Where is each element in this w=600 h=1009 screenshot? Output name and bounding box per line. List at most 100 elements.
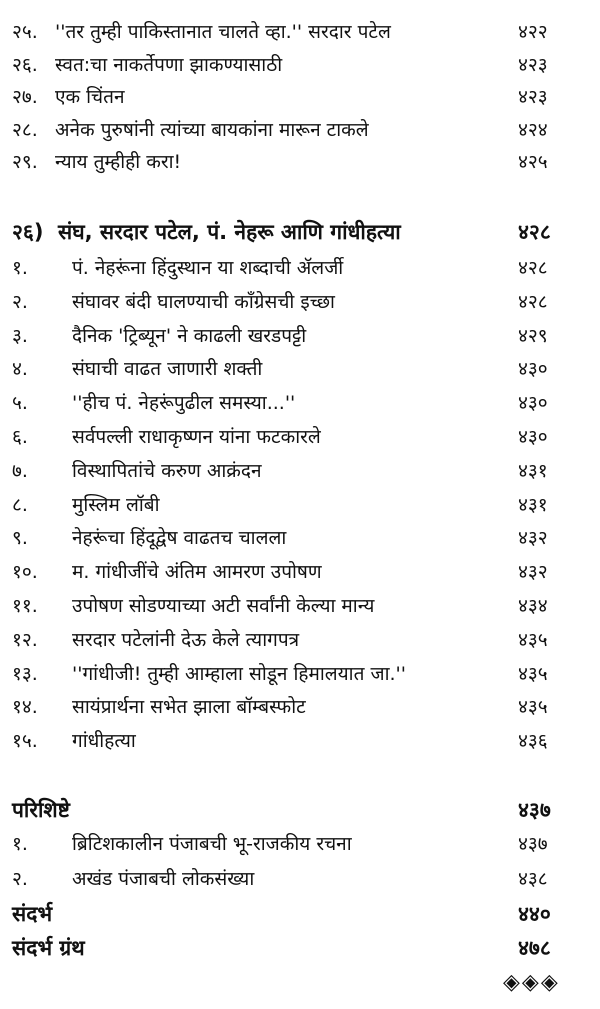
toc-page: ४३० <box>518 392 548 415</box>
toc-entry: १. ब्रिटिशकालीन पंजाबची भू-राजकीय रचना ४३७ <box>0 828 600 860</box>
toc-num: ७. <box>12 459 28 482</box>
toc-title: सरदार पटेलांनी देऊ केले त्यागपत्र <box>72 628 300 651</box>
toc-entry: २. संघावर बंदी घालण्याची काँग्रेसची इच्छा… <box>0 286 600 318</box>
toc-title: परिशिष्टे <box>12 798 70 822</box>
toc-num: १२. <box>12 628 38 651</box>
toc-page: ४३५ <box>518 628 548 651</box>
toc-page: ४२२ <box>518 21 548 43</box>
toc-entry: ६. सर्वपल्ली राधाकृष्णन यांना फटकारले ४३० <box>0 421 600 453</box>
references-heading: संदर्भ ४४० <box>0 898 600 930</box>
toc-num: २. <box>12 868 28 890</box>
toc-num: ३. <box>12 324 28 347</box>
toc-page: ४३६ <box>518 730 548 753</box>
toc-entry: ११. उपोषण सोडण्याच्या अटी सर्वांनी केल्या… <box>0 590 600 622</box>
toc-title: पं. नेहरूंना हिंदुस्थान या शब्दाची ॲलर्ज… <box>72 257 344 279</box>
toc-title: न्याय तुम्हीही करा! <box>55 151 182 173</box>
toc-entry: ७. विस्थापितांचे करुण आक्रंदन ४३१ <box>0 455 600 487</box>
bibliography-heading: संदर्भ ग्रंथ ४७८ <box>0 932 600 964</box>
toc-num: १. <box>12 257 28 279</box>
toc-page: ४३१ <box>518 493 548 516</box>
toc-num: २६) <box>12 220 44 244</box>
toc-page: ४२४ <box>518 118 548 141</box>
toc-title: ''गांधीजी! तुम्ही आम्हाला सोडून हिमालयात… <box>72 662 406 685</box>
toc-num: ११. <box>12 595 38 617</box>
toc-num: ५. <box>12 392 28 415</box>
toc-num: १५. <box>12 730 38 753</box>
toc-page: ४३५ <box>518 696 548 719</box>
toc-num: ४. <box>12 358 28 381</box>
toc-title: अनेक पुरुषांनी त्यांच्या बायकांना मारून … <box>55 118 369 141</box>
toc-page: ४४० <box>518 902 551 926</box>
toc-title: ब्रिटिशकालीन पंजाबची भू-राजकीय रचना <box>72 833 352 855</box>
toc-title: संदर्भ <box>12 902 53 926</box>
toc-num: १४. <box>12 696 38 719</box>
toc-num: ८. <box>12 493 28 516</box>
toc-title: संघावर बंदी घालण्याची काँग्रेसची इच्छा <box>72 290 335 313</box>
toc-entry: १. पं. नेहरूंना हिंदुस्थान या शब्दाची ॲलर… <box>0 252 600 284</box>
toc-entry: ८. मुस्लिम लॉबी ४३१ <box>0 489 600 521</box>
toc-page: ४२९ <box>518 324 548 347</box>
toc-title: दैनिक 'ट्रिब्यून' ने काढली खरडपट्टी <box>72 324 307 347</box>
toc-title: उपोषण सोडण्याच्या अटी सर्वांनी केल्या मा… <box>72 595 375 617</box>
toc-page: ४३५ <box>518 662 548 685</box>
toc-num: २६. <box>12 53 38 76</box>
toc-page: ४२३ <box>518 53 548 76</box>
chapter-heading: २६) संघ, सरदार पटेल, पं. नेहरू आणि गांधीह… <box>0 216 600 248</box>
toc-page: ४३७ <box>518 833 548 855</box>
toc-num: २५. <box>12 21 38 43</box>
toc-title: संघ, सरदार पटेल, पं. नेहरू आणि गांधीहत्य… <box>58 220 401 244</box>
toc-entry: २५. ''तर तुम्ही पाकिस्तानात चालते व्हा.''… <box>0 16 600 48</box>
toc-entry: २८. अनेक पुरुषांनी त्यांच्या बायकांना मार… <box>0 114 600 146</box>
toc-title: सायंप्रार्थना सभेत झाला बॉम्बस्फोट <box>72 696 306 719</box>
toc-num: १०. <box>12 561 38 584</box>
toc-entry: ९. नेहरूंचा हिंदूद्वेष वाढतच चालला ४३२ <box>0 522 600 554</box>
toc-num: २. <box>12 290 28 313</box>
toc-page: ४३८ <box>518 868 548 890</box>
toc-entry: ५. ''हीच पं. नेहरूंपुढील समस्या...'' ४३० <box>0 387 600 419</box>
toc-page: ४३२ <box>518 561 548 584</box>
toc-entry: ४. संघाची वाढत जाणारी शक्ती ४३० <box>0 353 600 385</box>
toc-entry: १४. सायंप्रार्थना सभेत झाला बॉम्बस्फोट ४३५ <box>0 691 600 723</box>
toc-page: ४२३ <box>518 86 548 108</box>
toc-title: मुस्लिम लॉबी <box>72 493 160 516</box>
toc-num: २८. <box>12 118 38 141</box>
toc-entry: २७. एक चिंतन ४२३ <box>0 81 600 113</box>
toc-page: ४२५ <box>518 151 548 173</box>
toc-title: नेहरूंचा हिंदूद्वेष वाढतच चालला <box>72 527 287 550</box>
toc-title: गांधीहत्या <box>72 730 136 753</box>
appendix-heading: परिशिष्टे ४३७ <box>0 794 600 826</box>
toc-page: ४३७ <box>518 798 551 822</box>
toc-title: संदर्भ ग्रंथ <box>12 936 85 960</box>
toc-page: ४७८ <box>518 936 551 960</box>
toc-entry: २९. न्याय तुम्हीही करा! ४२५ <box>0 146 600 178</box>
toc-page: ४२८ <box>518 257 548 279</box>
toc-page: ४३० <box>518 426 548 448</box>
toc-entry: १३. ''गांधीजी! तुम्ही आम्हाला सोडून हिमाल… <box>0 658 600 690</box>
toc-title: एक चिंतन <box>55 86 125 108</box>
toc-entry: २६. स्वत:चा नाकर्तेपणा झाकण्यासाठी ४२३ <box>0 49 600 81</box>
ornament-diamonds: ◈◈◈ <box>503 970 560 995</box>
toc-num: २७. <box>12 86 38 108</box>
toc-num: ९. <box>12 527 28 550</box>
toc-entry: १०. म. गांधीजींचे अंतिम आमरण उपोषण ४३२ <box>0 556 600 588</box>
toc-title: सर्वपल्ली राधाकृष्णन यांना फटकारले <box>72 426 321 448</box>
toc-title: स्वत:चा नाकर्तेपणा झाकण्यासाठी <box>55 53 283 76</box>
toc-num: १३. <box>12 662 38 685</box>
toc-title: अखंड पंजाबची लोकसंख्या <box>72 868 255 890</box>
toc-entry: ३. दैनिक 'ट्रिब्यून' ने काढली खरडपट्टी ४२९ <box>0 320 600 352</box>
toc-title: ''तर तुम्ही पाकिस्तानात चालते व्हा.'' सर… <box>55 21 391 43</box>
toc-title: म. गांधीजींचे अंतिम आमरण उपोषण <box>72 561 322 584</box>
toc-page: ४२८ <box>518 220 551 244</box>
toc-title: विस्थापितांचे करुण आक्रंदन <box>72 459 262 482</box>
toc-title: संघाची वाढत जाणारी शक्ती <box>72 358 263 381</box>
toc-title: ''हीच पं. नेहरूंपुढील समस्या...'' <box>72 392 296 415</box>
toc-page: ४३२ <box>518 527 548 550</box>
toc-page: ४३० <box>518 358 548 381</box>
toc-entry: १५. गांधीहत्या ४३६ <box>0 725 600 757</box>
toc-page: ४३४ <box>518 595 548 617</box>
toc-entry: २. अखंड पंजाबची लोकसंख्या ४३८ <box>0 863 600 895</box>
toc-page: ४२८ <box>518 290 548 313</box>
toc-num: २९. <box>12 151 38 173</box>
toc-num: ६. <box>12 426 28 448</box>
toc-num: १. <box>12 833 28 855</box>
